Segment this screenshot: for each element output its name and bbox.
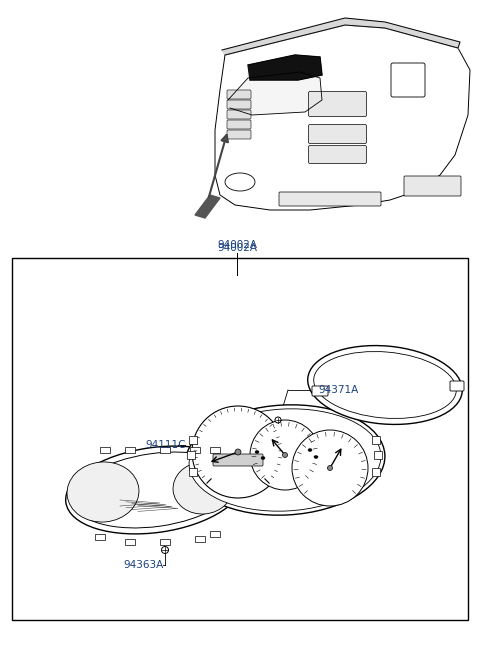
Ellipse shape: [308, 449, 312, 451]
Bar: [372, 468, 380, 476]
FancyBboxPatch shape: [309, 92, 367, 117]
Ellipse shape: [255, 451, 259, 453]
Text: 94111C: 94111C: [145, 440, 185, 450]
Bar: [125, 539, 135, 545]
FancyBboxPatch shape: [227, 130, 251, 139]
Ellipse shape: [292, 430, 368, 506]
FancyBboxPatch shape: [227, 110, 251, 119]
Ellipse shape: [225, 173, 255, 191]
Ellipse shape: [261, 457, 265, 460]
FancyBboxPatch shape: [312, 386, 328, 396]
Ellipse shape: [308, 346, 462, 424]
Ellipse shape: [185, 405, 385, 515]
Ellipse shape: [66, 446, 244, 534]
Polygon shape: [215, 25, 470, 210]
Text: 94371A: 94371A: [318, 385, 358, 395]
FancyBboxPatch shape: [391, 63, 425, 97]
Ellipse shape: [314, 455, 318, 458]
Polygon shape: [222, 18, 460, 55]
Ellipse shape: [67, 462, 139, 522]
Text: 94002A: 94002A: [217, 240, 257, 250]
Bar: [189, 468, 197, 476]
Ellipse shape: [72, 452, 237, 528]
Bar: [190, 447, 200, 453]
Polygon shape: [228, 72, 322, 115]
Bar: [210, 447, 220, 453]
Bar: [187, 451, 195, 459]
Ellipse shape: [283, 453, 288, 457]
Bar: [195, 536, 205, 542]
Ellipse shape: [173, 462, 233, 514]
FancyBboxPatch shape: [227, 90, 251, 99]
FancyBboxPatch shape: [309, 145, 367, 164]
Text: 94002A: 94002A: [217, 243, 257, 253]
FancyBboxPatch shape: [279, 192, 381, 206]
FancyBboxPatch shape: [450, 381, 464, 391]
FancyBboxPatch shape: [404, 176, 461, 196]
FancyBboxPatch shape: [227, 100, 251, 109]
Ellipse shape: [235, 449, 241, 455]
Ellipse shape: [250, 420, 320, 490]
Bar: [160, 539, 170, 545]
FancyBboxPatch shape: [227, 120, 251, 129]
Bar: [160, 447, 170, 453]
Ellipse shape: [275, 417, 281, 423]
Ellipse shape: [314, 352, 456, 419]
Bar: [125, 447, 135, 453]
Ellipse shape: [327, 466, 333, 470]
Bar: [372, 436, 380, 444]
Bar: [189, 436, 197, 444]
Bar: [374, 451, 382, 459]
Polygon shape: [248, 55, 322, 80]
Bar: [12, 258, 468, 620]
Ellipse shape: [161, 546, 168, 553]
Bar: [210, 531, 220, 537]
FancyBboxPatch shape: [213, 454, 263, 466]
Bar: [100, 447, 110, 453]
Bar: [95, 534, 105, 540]
Ellipse shape: [192, 406, 284, 498]
Ellipse shape: [189, 409, 381, 511]
Text: 94363A: 94363A: [123, 560, 163, 570]
Polygon shape: [195, 195, 220, 218]
FancyBboxPatch shape: [309, 124, 367, 143]
